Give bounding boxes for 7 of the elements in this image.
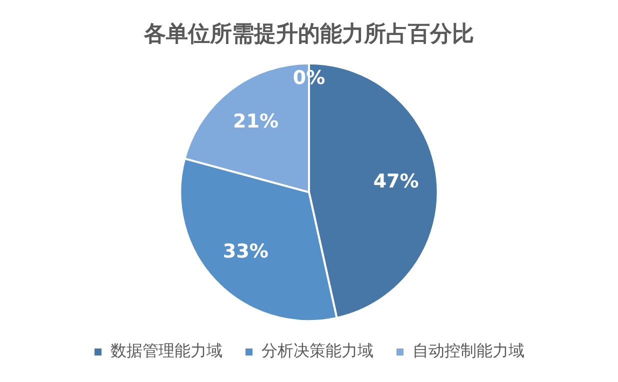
- data-label: 33%: [222, 240, 268, 263]
- data-label: 47%: [373, 170, 419, 193]
- legend-label: 分析决策能力域: [262, 341, 374, 360]
- chart-title: 各单位所需提升的能力所占百分比: [143, 22, 474, 47]
- legend-label: 数据管理能力域: [110, 341, 222, 360]
- legend-label: 自动控制能力域: [412, 341, 524, 360]
- data-label: 21%: [233, 110, 279, 133]
